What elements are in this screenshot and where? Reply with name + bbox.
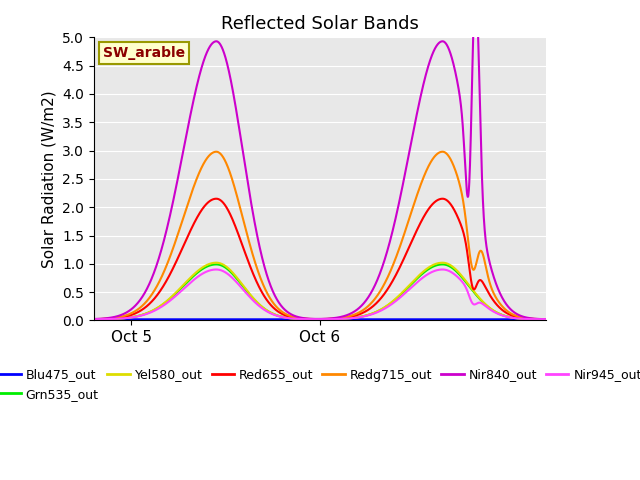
Blu475_out [529, 316, 537, 322]
Red655_out [298, 316, 306, 322]
Line: Grn535_out: Grn535_out [93, 264, 547, 319]
Redg715_out [90, 316, 97, 322]
Redg715_out [543, 316, 550, 322]
Nir840_out [529, 316, 537, 322]
Yel580_out [298, 316, 306, 322]
Y-axis label: Solar Radiation (W/m2): Solar Radiation (W/m2) [42, 90, 56, 268]
Nir945_out [447, 269, 454, 275]
Blu475_out [529, 316, 537, 322]
Nir945_out [310, 316, 317, 322]
Red655_out [439, 196, 447, 202]
Redg715_out [529, 316, 537, 322]
Red655_out [543, 316, 550, 322]
Nir840_out [543, 316, 550, 322]
Redg715_out [298, 315, 306, 321]
Grn535_out [113, 316, 121, 322]
Nir840_out [90, 316, 97, 322]
Grn535_out [529, 316, 537, 322]
Legend: Blu475_out, Grn535_out, Yel580_out, Red655_out, Redg715_out, Nir840_out, Nir945_: Blu475_out, Grn535_out, Yel580_out, Red6… [0, 363, 640, 406]
Blu475_out [113, 316, 121, 322]
Nir840_out [310, 316, 317, 322]
Redg715_out [310, 316, 317, 322]
Blu475_out [298, 316, 306, 322]
Nir945_out [90, 316, 97, 322]
Line: Nir840_out: Nir840_out [93, 0, 547, 319]
Redg715_out [439, 149, 447, 155]
Nir945_out [298, 316, 306, 322]
Nir840_out [113, 313, 121, 319]
Red655_out [90, 316, 97, 322]
Title: Reflected Solar Bands: Reflected Solar Bands [221, 15, 419, 33]
Yel580_out [543, 316, 550, 322]
Nir945_out [529, 316, 537, 322]
Yel580_out [113, 316, 121, 322]
Line: Redg715_out: Redg715_out [93, 152, 547, 319]
Redg715_out [447, 156, 454, 162]
Yel580_out [90, 316, 97, 322]
Red655_out [529, 316, 537, 322]
Red655_out [113, 315, 121, 321]
Grn535_out [310, 316, 317, 322]
Grn535_out [90, 316, 97, 322]
Yel580_out [529, 316, 537, 322]
Grn535_out [543, 316, 550, 322]
Blu475_out [446, 316, 454, 322]
Red655_out [529, 316, 537, 322]
Grn535_out [298, 316, 306, 322]
Blu475_out [310, 316, 317, 322]
Line: Nir945_out: Nir945_out [93, 269, 547, 319]
Nir840_out [298, 315, 306, 321]
Yel580_out [529, 316, 537, 322]
Nir945_out [439, 266, 447, 272]
Yel580_out [447, 262, 454, 268]
Nir840_out [529, 316, 537, 322]
Blu475_out [543, 316, 550, 322]
Blu475_out [90, 316, 97, 322]
Grn535_out [439, 262, 447, 267]
Line: Red655_out: Red655_out [93, 199, 547, 319]
Yel580_out [439, 260, 447, 265]
Text: SW_arable: SW_arable [103, 46, 185, 60]
Grn535_out [447, 264, 454, 270]
Yel580_out [310, 316, 317, 322]
Redg715_out [113, 315, 121, 321]
Nir945_out [529, 316, 537, 322]
Red655_out [310, 316, 317, 322]
Line: Yel580_out: Yel580_out [93, 263, 547, 319]
Red655_out [447, 201, 454, 207]
Nir840_out [446, 49, 454, 55]
Nir945_out [113, 316, 121, 322]
Grn535_out [529, 316, 537, 322]
Nir945_out [543, 316, 550, 322]
Redg715_out [529, 316, 537, 322]
